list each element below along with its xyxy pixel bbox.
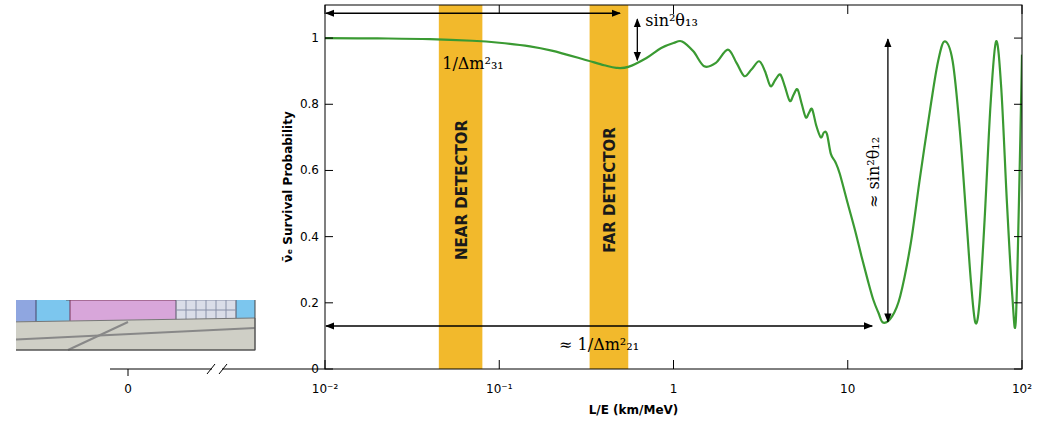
y-tick-label: 0.8 — [300, 97, 319, 111]
x-tick-label: 10² — [1012, 382, 1032, 396]
ground — [16, 318, 255, 350]
x-tick — [847, 5, 848, 14]
y-tick — [1014, 236, 1022, 237]
y-tick — [1014, 104, 1022, 105]
axis-break-gap — [212, 363, 222, 375]
y-tick — [325, 104, 333, 105]
x-tick-label: 10 — [840, 382, 855, 396]
y-tick — [1014, 369, 1022, 370]
annotation-label: ≈ sin²θ₁₂ — [864, 137, 883, 208]
survival-curve — [325, 38, 1022, 328]
plot-area — [325, 5, 1022, 369]
axis-break — [207, 364, 215, 374]
band-label: FAR DETECTOR — [601, 127, 619, 253]
y-tick — [1014, 38, 1022, 39]
detector-band — [590, 5, 629, 369]
x-tick — [325, 5, 326, 14]
y-tick — [325, 302, 333, 303]
chart: NEAR DETECTOR FAR DETECTOR 0 0.2 0.4 0.6 0.8 1 1… — [0, 0, 1045, 423]
road — [68, 322, 128, 350]
x-tick — [847, 360, 848, 369]
y-tick — [1014, 170, 1022, 171]
span-arrow — [326, 325, 872, 326]
plot-frame — [325, 5, 1022, 369]
x-tick — [1022, 5, 1023, 14]
y-tick — [325, 38, 333, 39]
x-tick-label: 0 — [124, 382, 132, 396]
y-axis-title: ν̄ₑ Survival Probability — [281, 111, 295, 263]
power-plant-cartoon — [16, 300, 255, 350]
x-tick — [325, 360, 326, 369]
y-tick-label: 0.4 — [300, 230, 319, 244]
x-tick-label: 10⁻² — [312, 382, 339, 396]
x-tick — [1022, 360, 1023, 369]
x-tick-label: 1 — [670, 382, 678, 396]
annotation-label: ≈ 1/Δm²₂₁ — [559, 335, 639, 354]
y-tick-label: 1 — [311, 31, 319, 45]
span-arrow — [326, 13, 620, 14]
y-tick — [325, 236, 333, 237]
cartoon-border — [16, 300, 255, 350]
y-tick-label: 0.2 — [300, 296, 319, 310]
road — [16, 328, 255, 340]
x-axis-title: L/E (km/MeV) — [589, 403, 679, 417]
y-tick — [325, 369, 333, 370]
sky — [16, 300, 255, 350]
axis-break — [219, 364, 227, 374]
y-tick — [1014, 302, 1022, 303]
x-tick — [128, 369, 129, 376]
x-tick-label: 10⁻¹ — [486, 382, 513, 396]
annotation-label: sin²θ₁₃ — [645, 11, 698, 30]
x-tick — [499, 360, 500, 369]
span-arrow — [887, 39, 888, 322]
x-tick — [673, 360, 674, 369]
y-tick — [325, 170, 333, 171]
band-label: NEAR DETECTOR — [453, 120, 471, 260]
annotation-label: 1/Δm²₃₁ — [442, 54, 504, 73]
y-tick-label: 0.6 — [300, 163, 319, 177]
span-arrow — [637, 19, 638, 60]
